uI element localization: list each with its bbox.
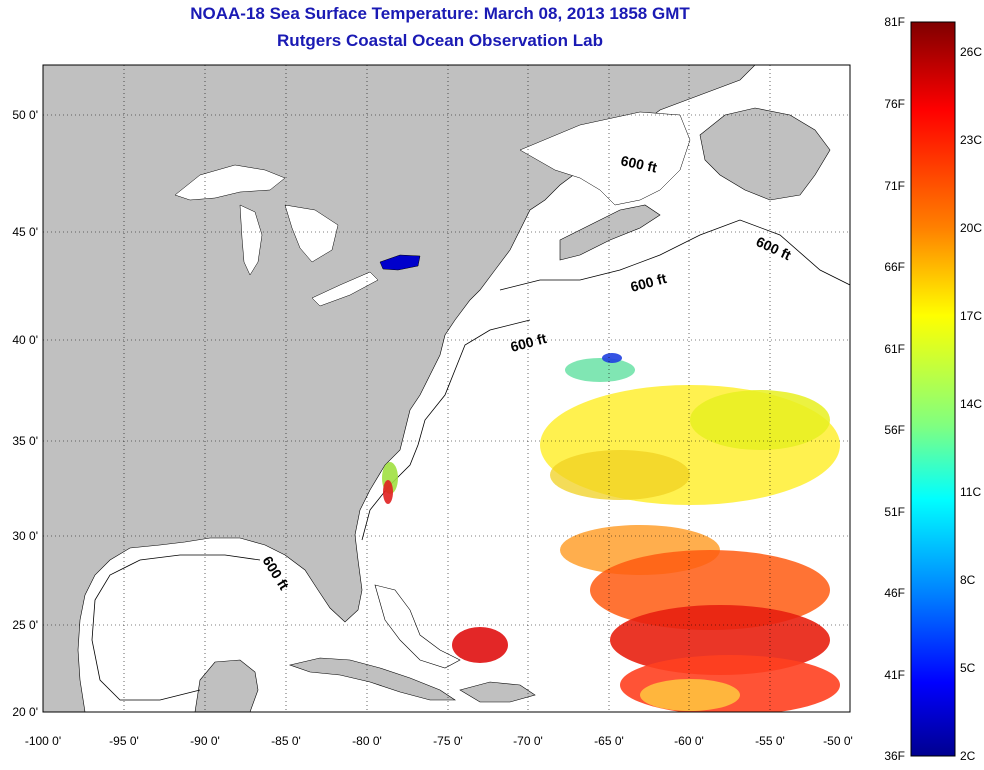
lat-tick-label: 25 0' xyxy=(12,618,38,632)
colorbar-c-label: 17C xyxy=(960,309,982,323)
land-newfoundland xyxy=(699,107,831,201)
lon-tick-label: -50 0' xyxy=(823,734,853,748)
isobath-600ft-east xyxy=(499,219,850,291)
colorbar-f-label: 51F xyxy=(884,505,905,519)
land-nova-scotia xyxy=(559,204,661,261)
colorbar-c-label: 2C xyxy=(960,749,976,763)
lake-erie xyxy=(311,271,379,307)
lat-axis: 20 0' 25 0' 30 0' 35 0' 40 0' 45 0' 50 0… xyxy=(12,108,38,719)
colorbar-c-label: 8C xyxy=(960,573,976,587)
sst-data-layer xyxy=(382,353,840,712)
colorbar xyxy=(910,21,956,757)
land-cuba xyxy=(288,657,456,701)
lon-tick-label: -75 0' xyxy=(433,734,463,748)
lon-tick-label: -60 0' xyxy=(674,734,704,748)
land-hispaniola xyxy=(459,681,536,703)
colorbar-f-label: 61F xyxy=(884,342,905,356)
lake-huron xyxy=(284,204,339,263)
land-yucatan xyxy=(194,659,259,712)
lat-tick-label: 50 0' xyxy=(12,108,38,122)
lake-superior xyxy=(174,164,286,201)
colorbar-c-label: 14C xyxy=(960,397,982,411)
colorbar-f-label: 46F xyxy=(884,586,905,600)
colorbar-f-label: 36F xyxy=(884,749,905,763)
lon-tick-label: -100 0' xyxy=(25,734,61,748)
colorbar-f-label: 66F xyxy=(884,260,905,274)
lat-tick-label: 40 0' xyxy=(12,333,38,347)
colorbar-c-label: 23C xyxy=(960,133,982,147)
colorbar-f-labels: 81F 76F 71F 66F 61F 56F 51F 46F 41F 36F xyxy=(884,15,905,763)
isobath-label: 600 ft xyxy=(619,152,658,175)
map-frame xyxy=(42,64,851,713)
lake-ontario xyxy=(379,254,421,271)
colorbar-c-labels: 26C 23C 20C 17C 14C 11C 8C 5C 2C xyxy=(960,45,982,763)
colorbar-c-label: 5C xyxy=(960,661,976,675)
colorbar-c-label: 11C xyxy=(960,485,981,499)
colorbar-c-label: 26C xyxy=(960,45,982,59)
lat-tick-label: 45 0' xyxy=(12,225,38,239)
lon-axis: -100 0' -95 0' -90 0' -85 0' -80 0' -75 … xyxy=(25,734,853,748)
lake-michigan xyxy=(239,204,263,276)
gulf-st-lawrence xyxy=(519,111,691,206)
lon-tick-label: -55 0' xyxy=(755,734,785,748)
lat-tick-label: 20 0' xyxy=(12,705,38,719)
colorbar-f-label: 41F xyxy=(884,668,905,682)
colorbar-f-label: 71F xyxy=(884,179,905,193)
colorbar-f-label: 56F xyxy=(884,423,905,437)
lat-tick-label: 35 0' xyxy=(12,434,38,448)
lon-tick-label: -95 0' xyxy=(109,734,139,748)
bahamas-banks xyxy=(374,584,461,669)
lon-tick-label: -70 0' xyxy=(513,734,543,748)
lon-tick-label: -80 0' xyxy=(352,734,382,748)
land-north-america xyxy=(43,65,756,712)
lat-tick-label: 30 0' xyxy=(12,529,38,543)
colorbar-f-label: 76F xyxy=(884,97,905,111)
lon-tick-label: -90 0' xyxy=(190,734,220,748)
colorbar-c-label: 20C xyxy=(960,221,982,235)
graticule xyxy=(43,65,850,712)
lon-tick-label: -65 0' xyxy=(594,734,624,748)
isobath-600ft-gulf xyxy=(91,554,261,701)
lon-tick-label: -85 0' xyxy=(271,734,301,748)
map-subtitle: Rutgers Coastal Ocean Observation Lab xyxy=(277,31,603,50)
colorbar-f-label: 81F xyxy=(884,15,905,29)
map-title: NOAA-18 Sea Surface Temperature: March 0… xyxy=(190,4,690,23)
